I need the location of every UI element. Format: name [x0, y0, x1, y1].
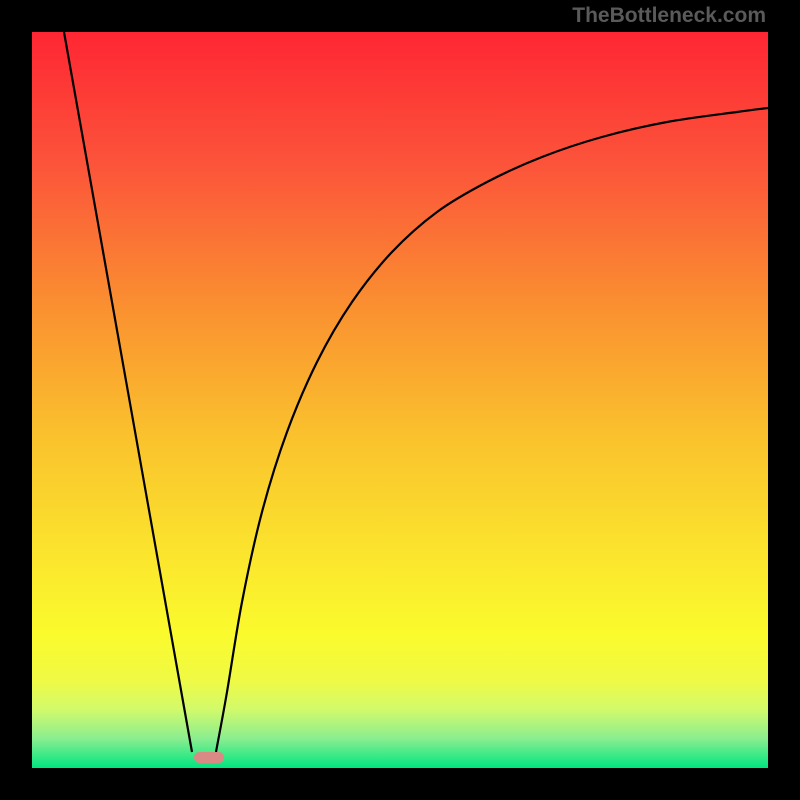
watermark-text: TheBottleneck.com: [572, 4, 766, 28]
gradient-background: [32, 32, 768, 768]
chart-area: [32, 32, 768, 768]
notch-marker: [194, 752, 224, 763]
chart-svg: [32, 32, 768, 768]
